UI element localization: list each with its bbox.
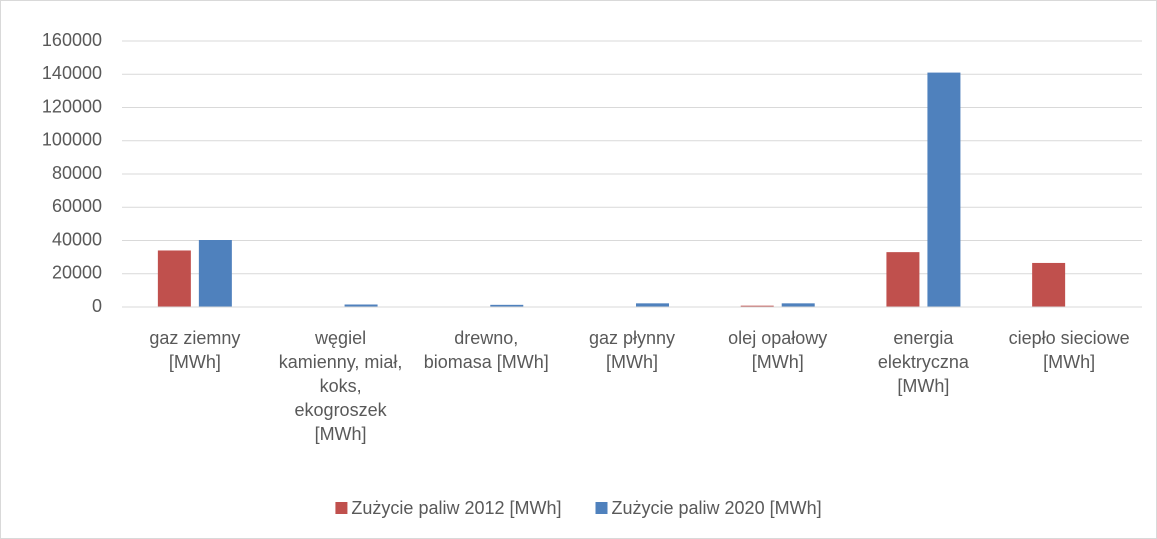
bar <box>927 72 961 308</box>
y-tick-label: 60000 <box>52 196 102 216</box>
bar <box>490 304 524 307</box>
y-tick-label: 40000 <box>52 229 102 249</box>
x-tick-label: olej opałowy [MWh] <box>728 328 827 372</box>
bar <box>740 305 774 307</box>
bar <box>1032 262 1066 307</box>
y-tick-label: 100000 <box>42 130 102 150</box>
y-tick-label: 140000 <box>42 63 102 83</box>
y-tick-label: 160000 <box>42 30 102 50</box>
bar <box>636 303 669 307</box>
x-tick-label: ciepło sieciowe [MWh] <box>1009 328 1130 372</box>
x-tick-label: energia elektryczna [MWh] <box>878 328 970 396</box>
legend-swatch <box>595 502 608 514</box>
x-tick-label: gaz ziemny [MWh] <box>149 328 240 372</box>
bar <box>886 252 920 307</box>
y-tick-label: 80000 <box>52 163 102 183</box>
x-tick-label: węgiel kamienny, miał, koks, ekogroszek [MWh… <box>279 328 403 444</box>
legend-swatch <box>335 502 348 514</box>
bar <box>198 240 232 307</box>
bar <box>344 304 378 307</box>
legend-label: Zużycie paliw 2020 [MWh] <box>612 498 822 518</box>
legend-label: Zużycie paliw 2012 [MWh] <box>351 498 561 518</box>
y-tick-label: 20000 <box>52 263 102 283</box>
x-tick-label: gaz płynny [MWh] <box>589 328 675 372</box>
y-tick-label: 0 <box>92 296 102 316</box>
x-tick-label: drewno, biomasa [MWh] <box>424 328 549 372</box>
legend: Zużycie paliw 2012 [MWh] Zużycie paliw 20… <box>335 498 822 518</box>
bar <box>781 303 815 307</box>
bar <box>157 250 191 307</box>
y-tick-label: 120000 <box>42 96 102 116</box>
